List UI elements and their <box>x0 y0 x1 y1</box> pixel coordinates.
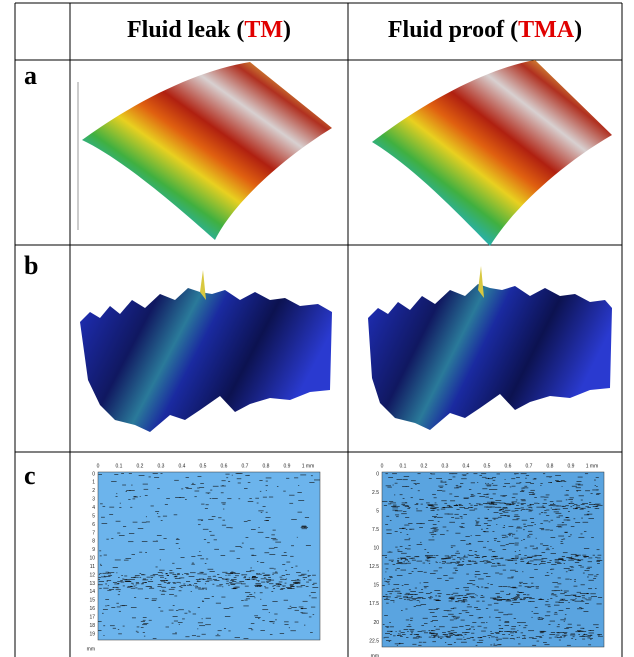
x-tick-label: 0.7 <box>242 463 249 469</box>
x-tick-label: 0.6 <box>221 463 228 469</box>
column-header: Fluid proof (TMA) <box>388 17 582 43</box>
column-header: Fluid leak (TM) <box>127 17 291 43</box>
x-tick-label: 0.9 <box>284 463 291 469</box>
x-tick-label: 0.8 <box>263 463 270 469</box>
y-tick-label: 13 <box>89 581 95 587</box>
x-tick-label: 0.2 <box>137 463 144 469</box>
x-tick-label: 0.6 <box>505 463 512 469</box>
y-unit-label: mm <box>371 653 379 657</box>
x-tick-label: 0.9 <box>568 463 575 469</box>
x-tick-label: 0.3 <box>442 463 449 469</box>
y-tick-label: 20 <box>373 620 379 626</box>
surface-plot <box>368 284 612 430</box>
y-tick-label: 3 <box>92 497 95 503</box>
y-tick-label: 16 <box>89 606 95 612</box>
y-tick-label: 10 <box>89 556 95 562</box>
table-grid <box>14 2 623 657</box>
header-accent: TM <box>244 17 283 43</box>
row-label: c <box>24 461 36 490</box>
y-tick-label: 17 <box>89 614 95 620</box>
y-tick-label: 17.5 <box>369 601 379 607</box>
y-tick-label: 15 <box>89 598 95 604</box>
y-tick-label: 1 <box>92 480 95 486</box>
x-tick-label: 0.4 <box>463 463 470 469</box>
y-tick-label: 7 <box>92 530 95 536</box>
y-tick-label: 14 <box>89 589 95 595</box>
spike <box>200 270 206 300</box>
y-tick-label: 7.5 <box>372 527 379 533</box>
surface-plot <box>80 288 332 432</box>
header-text: Fluid leak ( <box>127 17 244 43</box>
x-tick-label: 0.1 <box>116 463 123 469</box>
y-tick-label: 10 <box>373 546 379 552</box>
y-tick-label: 5 <box>376 508 379 514</box>
y-tick-label: 19 <box>89 631 95 637</box>
y-tick-label: 9 <box>92 547 95 553</box>
x-tick-label: 1 mm <box>586 463 599 469</box>
y-tick-label: 0 <box>376 471 379 477</box>
header-text: Fluid proof ( <box>388 17 518 43</box>
x-tick-label: 0.8 <box>547 463 554 469</box>
y-tick-label: 15 <box>373 583 379 589</box>
header-accent: TMA <box>518 17 575 43</box>
x-tick-label: 0 <box>97 463 100 469</box>
y-tick-label: 12.5 <box>369 564 379 570</box>
y-tick-label: 4 <box>92 505 95 511</box>
y-tick-label: 11 <box>90 564 95 570</box>
x-tick-label: 0.1 <box>400 463 407 469</box>
x-tick-label: 1 mm <box>302 463 315 469</box>
y-tick-label: 0 <box>92 471 95 477</box>
x-tick-label: 0.3 <box>158 463 165 469</box>
roughness-map <box>97 471 321 641</box>
y-tick-label: 2 <box>92 488 95 494</box>
row-label: b <box>24 251 38 280</box>
y-unit-label: mm <box>87 646 95 652</box>
y-tick-label: 18 <box>89 623 95 629</box>
row-label: a <box>24 61 37 90</box>
surface-plot <box>372 60 612 246</box>
header-text: ) <box>574 17 582 43</box>
x-tick-label: 0.5 <box>484 463 491 469</box>
header-text: ) <box>283 17 291 43</box>
y-tick-label: 6 <box>92 522 95 528</box>
y-tick-label: 2.5 <box>372 490 379 496</box>
x-tick-label: 0.7 <box>526 463 533 469</box>
y-tick-label: 5 <box>92 513 95 519</box>
surface-plot <box>82 62 332 240</box>
spike <box>478 266 484 298</box>
x-tick-label: 0.4 <box>179 463 186 469</box>
y-tick-label: 22.5 <box>369 638 379 644</box>
y-tick-label: 12 <box>89 572 95 578</box>
y-tick-label: 8 <box>92 539 95 545</box>
x-tick-label: 0.5 <box>200 463 207 469</box>
x-tick-label: 0 <box>381 463 384 469</box>
x-tick-label: 0.2 <box>421 463 428 469</box>
